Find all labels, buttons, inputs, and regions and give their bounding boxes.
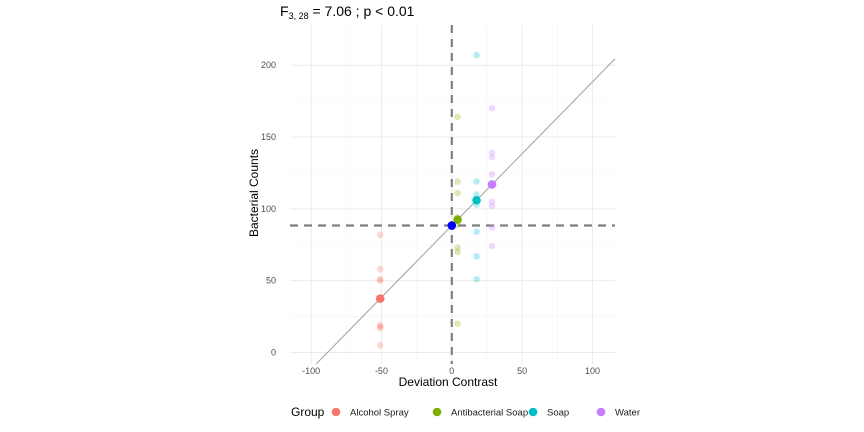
observation-point: [488, 149, 496, 157]
observation-point: [376, 342, 384, 349]
observation-point: [454, 248, 461, 256]
legend-title: Group: [291, 405, 325, 419]
x-axis-ticks: -100 -50 0 50 100: [302, 366, 600, 376]
observation-point: [473, 191, 480, 198]
y-tick-label: 0: [271, 348, 276, 358]
x-tick-label: 0: [449, 366, 454, 376]
observation-point: [376, 277, 384, 284]
y-tick-label: 100: [261, 204, 276, 214]
observation-point: [454, 244, 461, 251]
legend-swatch: [596, 407, 606, 417]
x-tick-label: -100: [302, 366, 320, 376]
observation-point: [454, 189, 461, 197]
data-points: [375, 51, 497, 349]
legend-label: Water: [615, 408, 640, 419]
group-mean-point: [472, 195, 481, 205]
x-tick-label: -50: [375, 366, 388, 376]
observation-point: [473, 275, 480, 283]
title-suffix: = 7.06 ; p < 0.01: [309, 3, 415, 19]
chart-title: F3, 28 = 7.06 ; p < 0.01: [280, 3, 415, 21]
observation-point: [473, 228, 480, 236]
legend-label: Soap: [547, 408, 569, 419]
y-tick-label: 50: [266, 276, 276, 286]
observation-point: [488, 171, 496, 178]
group-mean-point: [487, 180, 497, 189]
observation-point: [473, 51, 480, 59]
observation-point: [454, 178, 461, 185]
legend-swatch: [432, 407, 442, 417]
x-tick-label: 100: [585, 366, 600, 376]
y-axis-title: Bacterial Counts: [247, 149, 261, 237]
observation-point: [488, 202, 496, 210]
observation-point: [454, 320, 461, 328]
title-prefix: F: [280, 3, 289, 19]
observation-point: [473, 252, 480, 260]
observation-point: [488, 198, 496, 205]
legend-swatch: [528, 407, 538, 417]
legend-label: Antibacterial Soap: [451, 408, 528, 419]
reference-lines: [290, 25, 616, 365]
legend: Group Alcohol Spray Antibacterial Soap Soa…: [291, 405, 640, 419]
legend-swatch: [331, 407, 341, 417]
observation-point: [376, 231, 384, 239]
observation-point: [376, 324, 384, 332]
observation-point: [376, 321, 384, 329]
y-tick-label: 200: [261, 60, 276, 70]
group-mean-point: [453, 215, 462, 224]
group-mean-point: [375, 294, 385, 303]
observation-point: [376, 265, 384, 273]
observation-point: [454, 113, 461, 121]
observation-point: [376, 275, 384, 283]
observation-point: [488, 153, 496, 161]
legend-label: Alcohol Spray: [350, 408, 409, 419]
observation-point: [473, 178, 480, 185]
observation-point: [488, 105, 496, 112]
title-subscript: 3, 28: [289, 11, 309, 21]
grand-mean-point: [447, 221, 457, 230]
y-axis-ticks: 0 50 100 150 200: [261, 60, 276, 357]
observation-point: [488, 224, 496, 231]
diagonal-reference-line: [315, 58, 616, 365]
observation-point: [488, 242, 496, 250]
observation-point: [376, 323, 384, 330]
y-tick-label: 150: [261, 132, 276, 142]
x-axis-title: Deviation Contrast: [399, 375, 498, 389]
x-tick-label: 50: [517, 366, 527, 376]
